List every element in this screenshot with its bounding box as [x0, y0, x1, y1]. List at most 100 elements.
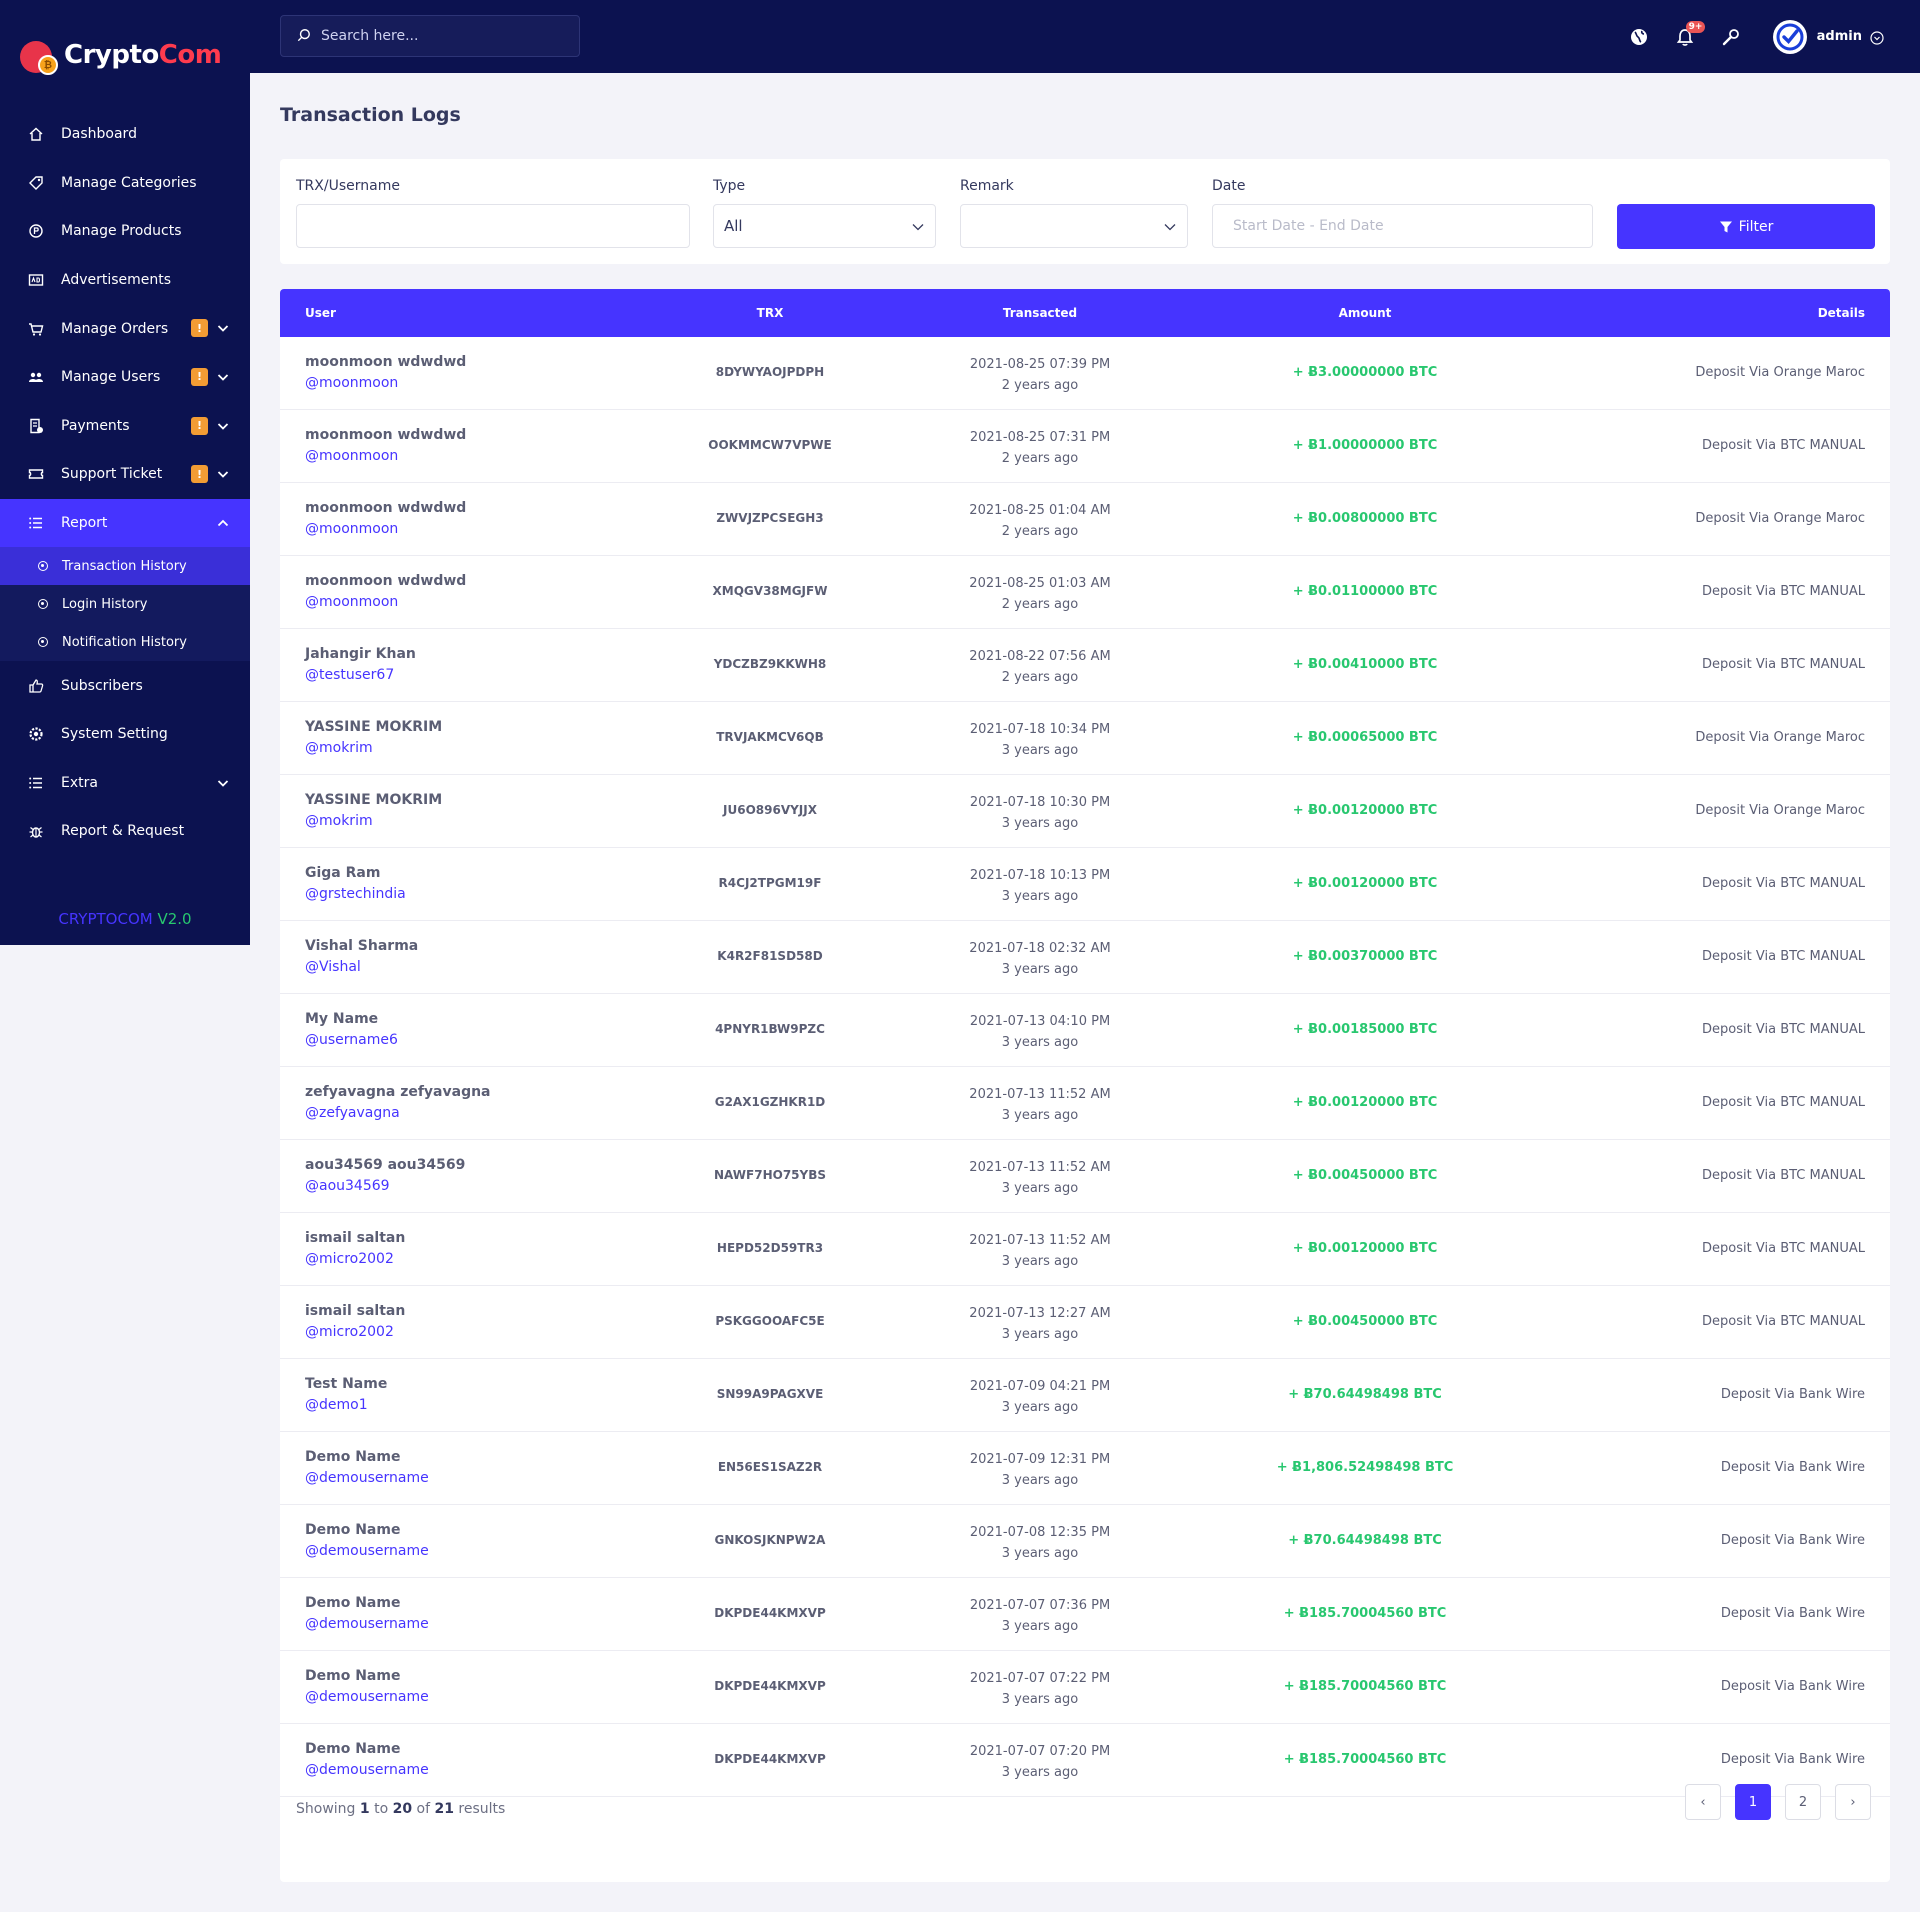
- trx-cell: DKPDE44KMXVP: [714, 1752, 826, 1766]
- user-username-link[interactable]: @demousername: [305, 1470, 429, 1486]
- user-username-link[interactable]: @demousername: [305, 1762, 429, 1778]
- user-username-link[interactable]: @micro2002: [305, 1251, 394, 1267]
- details-cell: Deposit Via BTC MANUAL: [1702, 1314, 1865, 1329]
- sidebar-item-manage-users[interactable]: Manage Users!: [0, 353, 250, 402]
- transacted-date: 2021-07-18 10:30 PM: [969, 795, 1111, 810]
- sidebar-item-manage-products[interactable]: Manage Products: [0, 207, 250, 256]
- table-row: Vishal Sharma @Vishal K4R2F81SD58D 2021-07-…: [280, 921, 1890, 994]
- transacted-cell: 2021-07-07 07:36 PM 3 years ago: [940, 1595, 1140, 1637]
- trx-cell: XMQGV38MGJFW: [712, 584, 828, 598]
- user-cell: Demo Name @demousername: [305, 1449, 429, 1486]
- sidebar-item-advertisements[interactable]: Advertisements: [0, 256, 250, 305]
- amount-cell: + Ƀ185.70004560 BTC: [1283, 1679, 1447, 1694]
- sidebar-item-system-setting[interactable]: System Setting: [0, 710, 250, 759]
- user-username-link[interactable]: @demo1: [305, 1397, 368, 1413]
- table-row: Demo Name @demousername DKPDE44KMXVP 2021-0…: [280, 1651, 1890, 1724]
- user-username-link[interactable]: @username6: [305, 1032, 398, 1048]
- sidebar-item-label: Manage Products: [61, 223, 182, 240]
- prev-page-button[interactable]: ‹: [1685, 1784, 1721, 1820]
- transacted-date: 2021-07-18 10:34 PM: [969, 722, 1111, 737]
- brand-logo[interactable]: ₿ CryptoCom: [0, 0, 250, 110]
- thumbs-up-icon: [28, 678, 44, 694]
- list-icon: [28, 515, 44, 531]
- sidebar-subitem-transaction-history[interactable]: Transaction History: [0, 547, 250, 586]
- user-username-link[interactable]: @testuser67: [305, 667, 395, 683]
- remark-select[interactable]: [960, 204, 1188, 248]
- sidebar-subitem-login-history[interactable]: Login History: [0, 585, 250, 623]
- transacted-cell: 2021-07-07 07:20 PM 3 years ago: [940, 1741, 1140, 1783]
- user-username-link[interactable]: @zefyavagna: [305, 1105, 400, 1121]
- user-cell: YASSINE MOKRIM @mokrim: [305, 719, 442, 756]
- amount-cell: + Ƀ0.00120000 BTC: [1292, 1241, 1438, 1256]
- sidebar-item-manage-categories[interactable]: Manage Categories: [0, 159, 250, 208]
- table-row: YASSINE MOKRIM @mokrim JU6O896VYJJX 2021-07…: [280, 775, 1890, 848]
- sidebar-item-manage-orders[interactable]: Manage Orders!: [0, 304, 250, 353]
- user-cell: moonmoon wdwdwd @moonmoon: [305, 500, 466, 537]
- sidebar-item-subscribers[interactable]: Subscribers: [0, 661, 250, 710]
- table-row: moonmoon wdwdwd @moonmoon OOKMMCW7VPWE 2021…: [280, 410, 1890, 483]
- amount-cell: + Ƀ3.00000000 BTC: [1292, 365, 1438, 380]
- user-username-link[interactable]: @aou34569: [305, 1178, 390, 1194]
- table-row: Demo Name @demousername DKPDE44KMXVP 2021-0…: [280, 1724, 1890, 1797]
- trx-cell: 4PNYR1BW9PZC: [715, 1022, 825, 1036]
- filter-button[interactable]: Filter: [1617, 204, 1875, 249]
- trx-cell: YDCZBZ9KKWH8: [713, 657, 827, 671]
- sidebar-item-extra[interactable]: Extra: [0, 759, 250, 808]
- trx-cell: TRVJAKMCV6QB: [716, 730, 824, 744]
- user-username-link[interactable]: @moonmoon: [305, 521, 399, 537]
- amount-cell: + Ƀ185.70004560 BTC: [1283, 1606, 1447, 1621]
- transacted-date: 2021-07-09 12:31 PM: [969, 1452, 1111, 1467]
- page-2-button[interactable]: 2: [1785, 1784, 1821, 1820]
- admin-username[interactable]: admin: [1816, 29, 1862, 44]
- user-username-link[interactable]: @demousername: [305, 1543, 429, 1559]
- notification-count-badge: 9+: [1685, 20, 1706, 33]
- funnel-icon: [1719, 221, 1732, 232]
- trx-cell: NAWF7HO75YBS: [714, 1168, 826, 1182]
- details-cell: Deposit Via BTC MANUAL: [1702, 949, 1865, 964]
- user-username-link[interactable]: @grstechindia: [305, 886, 406, 902]
- sidebar-item-dashboard[interactable]: Dashboard: [0, 110, 250, 159]
- search-box[interactable]: [280, 15, 580, 57]
- user-username-link[interactable]: @moonmoon: [305, 375, 399, 391]
- wrench-icon[interactable]: [1719, 25, 1743, 49]
- table-row: ismail saltan @micro2002 HEPD52D59TR3 2021-…: [280, 1213, 1890, 1286]
- sidebar-item-label: Dashboard: [61, 126, 137, 143]
- trx-label: TRX/Username: [296, 178, 400, 194]
- sidebar-item-report-request[interactable]: Report & Request: [0, 807, 250, 856]
- search-input[interactable]: [321, 28, 561, 44]
- user-username-link[interactable]: @micro2002: [305, 1324, 394, 1340]
- chevron-down-circle-icon[interactable]: [1870, 30, 1884, 45]
- globe-icon[interactable]: [1627, 25, 1651, 49]
- user-username-link[interactable]: @demousername: [305, 1616, 429, 1632]
- sidebar-item-support-ticket[interactable]: Support Ticket!: [0, 450, 250, 499]
- user-fullname: Test Name: [305, 1376, 388, 1392]
- bell-icon[interactable]: 9+: [1673, 20, 1706, 49]
- details-cell: Deposit Via BTC MANUAL: [1702, 657, 1865, 672]
- circle-dot-icon: [38, 637, 48, 648]
- type-select[interactable]: All: [713, 204, 936, 248]
- avatar[interactable]: [1772, 19, 1807, 54]
- table-header: User TRX Transacted Amount Details: [280, 289, 1890, 337]
- user-username-link[interactable]: @moonmoon: [305, 594, 399, 610]
- table-row: Demo Name @demousername GNKOSJKNPW2A 2021-0…: [280, 1505, 1890, 1578]
- sidebar-item-label: Report: [61, 515, 108, 532]
- user-username-link[interactable]: @Vishal: [305, 959, 361, 975]
- report-submenu: Transaction History Login History Notifica…: [0, 547, 250, 662]
- user-cell: moonmoon wdwdwd @moonmoon: [305, 573, 466, 610]
- sidebar-subitem-notification-history[interactable]: Notification History: [0, 623, 250, 661]
- trx-username-input[interactable]: [296, 204, 690, 248]
- sidebar-item-payments[interactable]: Payments!: [0, 402, 250, 451]
- remark-filter-group: Remark: [960, 178, 1188, 248]
- page-1-button[interactable]: 1: [1735, 1784, 1771, 1820]
- amount-cell: + Ƀ70.64498498 BTC: [1288, 1387, 1442, 1402]
- details-cell: Deposit Via BTC MANUAL: [1702, 1095, 1865, 1110]
- date-range-input[interactable]: Start Date - End Date: [1212, 204, 1593, 248]
- user-username-link[interactable]: @demousername: [305, 1689, 429, 1705]
- transacted-date: 2021-07-13 11:52 AM: [969, 1233, 1111, 1248]
- sidebar-item-report[interactable]: Report: [0, 498, 250, 548]
- next-page-button[interactable]: ›: [1835, 1784, 1871, 1820]
- table-row: Test Name @demo1 SN99A9PAGXVE 2021-07-09 04…: [280, 1359, 1890, 1432]
- user-username-link[interactable]: @mokrim: [305, 813, 373, 829]
- user-username-link[interactable]: @moonmoon: [305, 448, 399, 464]
- user-username-link[interactable]: @mokrim: [305, 740, 373, 756]
